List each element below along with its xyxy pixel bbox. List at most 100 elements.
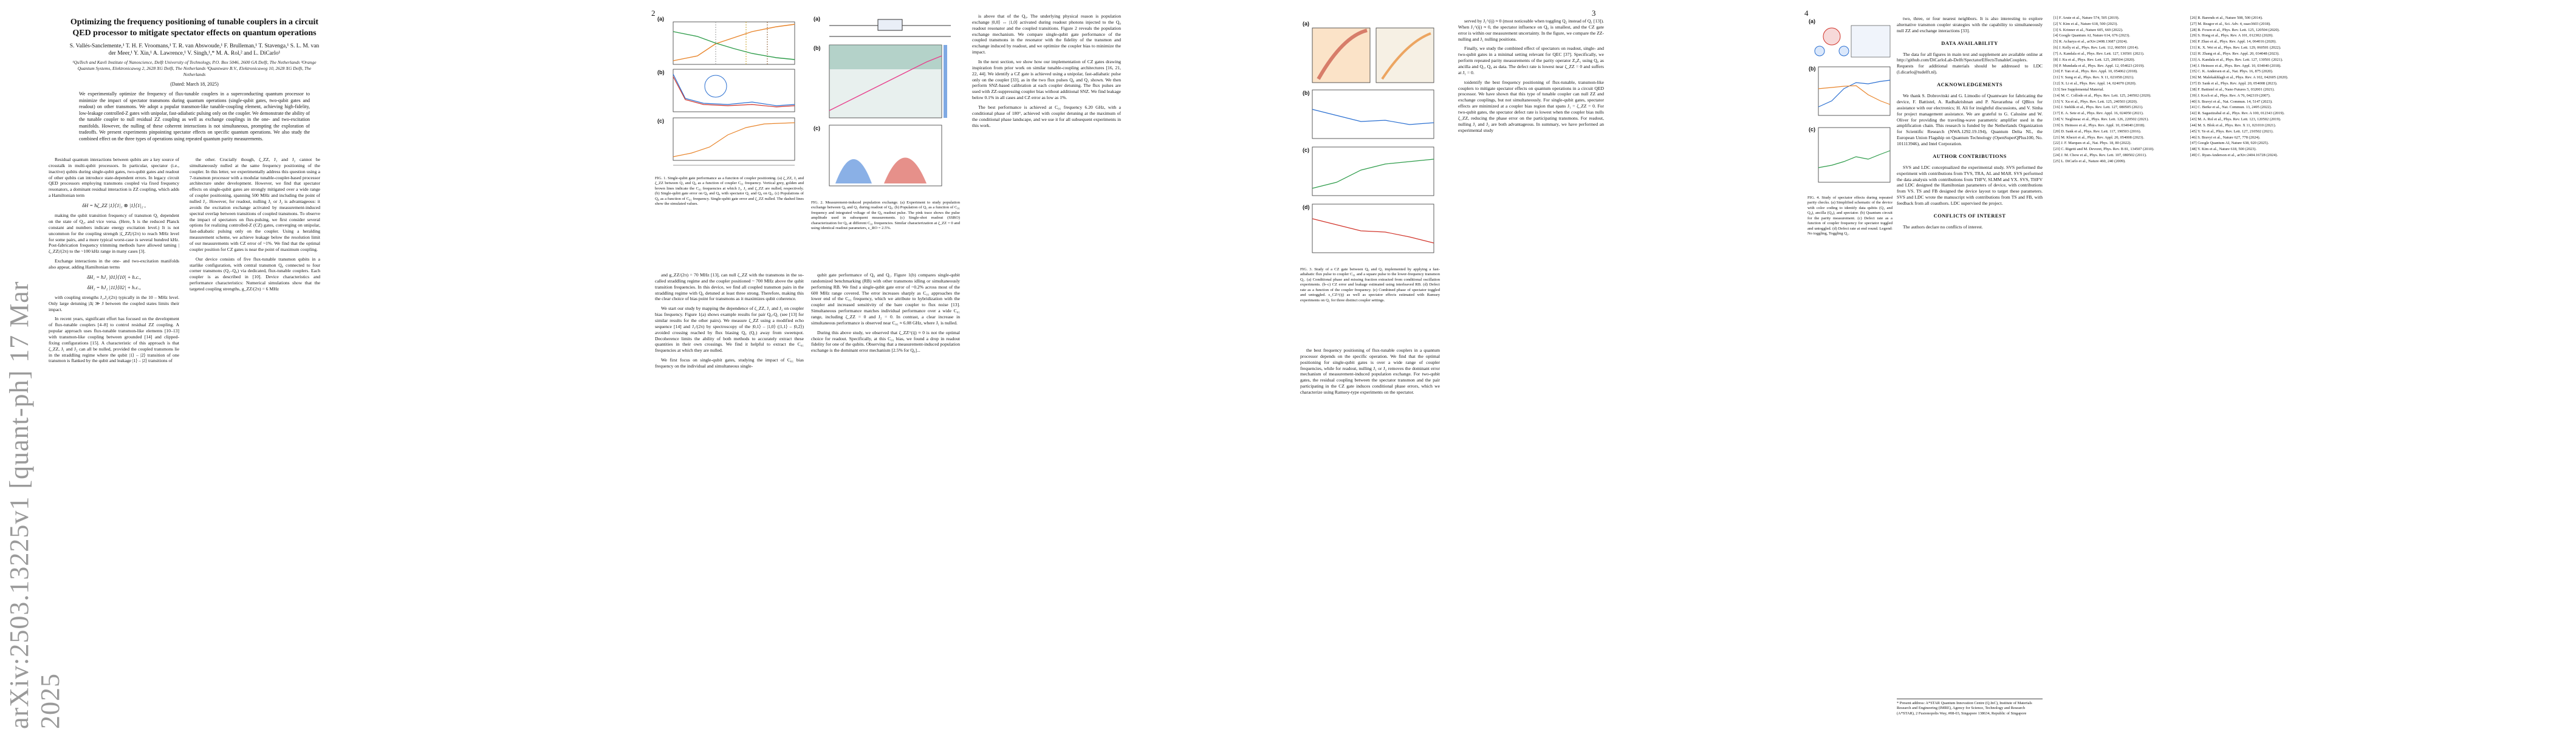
reference-entry[interactable]: [28] B. Foxen et al., Phys. Rev. Lett. 1… [2190,27,2280,32]
panel-a-label: (a) [1303,21,1309,27]
reference-entry[interactable]: [25] L. DiCarlo et al., Nature 460, 240 … [2054,159,2126,163]
reference-entry[interactable]: [41] C. Berke et al., Nat. Commun. 13, 2… [2190,105,2272,110]
reference-entry[interactable]: [23] C. Rigetti and M. Devoret, Phys. Re… [2054,147,2154,152]
intro-paragraph-1: Residual quantum interactions between qu… [49,157,179,199]
reference-entry[interactable]: [13] See Supplemental Material. [2054,87,2105,92]
figure-2-caption: FIG. 2. Measurement-induced population e… [811,200,960,231]
reference-entry[interactable]: [36] M. Malekakhlagh et al., Phys. Rev. … [2190,75,2289,80]
data-availability-text: The data for all figures in main text an… [1897,51,2043,75]
reference-entry[interactable]: [3] S. Krinner et al., Nature 605, 669 (… [2054,27,2123,32]
gate-error-curve [673,74,795,106]
reference-entry[interactable]: [31] K. X. Wei et al., Phys. Rev. Lett. … [2190,46,2281,50]
reference-entry[interactable]: [46] S. Bravyi et al., Nature 627, 778 (… [2190,135,2261,140]
intro-paragraph-5: In recent years, significant effort has … [49,316,179,364]
page-number: 2 [651,9,656,18]
reference-entry[interactable]: [14] M. C. Collodo et al., Phys. Rev. Le… [2054,93,2151,98]
reference-entry[interactable]: [47] Google Quantum AI, Nature 638, 920 … [2190,141,2269,146]
body-paragraph-7: In the next section, we show how our imp… [972,59,1121,101]
reference-entry[interactable]: [37] D. Sank et al., Phys. Rev. Appl. 20… [2190,81,2278,86]
body-paragraph-2: Our device consists of five flux-tunable… [190,256,320,292]
reference-entry[interactable]: [24] J. M. Chow et al., Phys. Rev. Lett.… [2054,153,2147,158]
reference-entry[interactable]: [18] V. Negîrneac et al., Phys. Rev. Let… [2054,117,2149,122]
j1-curve [673,31,795,60]
reference-entry[interactable]: [19] S. Heinsoo et al., Phys. Rev. Appl.… [2054,123,2145,128]
population-curve [673,122,795,157]
panel-c-label: (c) [657,118,664,124]
reference-entry[interactable]: [40] S. Bravyi et al., Nat. Commun. 14, … [2190,99,2273,104]
figure-4-caption: FIG. 4. Study of spectator effects durin… [1807,196,1893,236]
reference-entry[interactable]: [32] H. Zhang et al., Phys. Rev. Appl. 2… [2190,51,2280,56]
reference-entry[interactable]: [26] R. Barends et al., Nature 508, 500 … [2190,16,2263,20]
affiliations: ¹QuTech and Kavli Institute of Nanoscien… [72,60,317,77]
reference-entry[interactable]: [2] Y. Kim et al., Nature 618, 500 (2023… [2054,21,2118,26]
reference-entry[interactable]: [27] M. Reagor et al., Sci. Adv. 4, eaao… [2190,21,2271,26]
colorbar [944,45,947,118]
reference-entry[interactable]: [20] D. Sank et al., Phys. Rev. Lett. 11… [2054,129,2142,134]
reference-entry[interactable]: [29] S. Hong et al., Phys. Rev. A 101, 0… [2190,33,2273,38]
panel-b-axes [673,69,795,112]
readout-pulse-box [877,19,903,31]
end-round-defect-curve [1818,150,1891,168]
panel-c-axes [1312,146,1434,196]
dated-line: (Dated: March 18, 2025) [170,81,219,87]
panel-b-axes [1818,66,1891,116]
reference-entry[interactable]: [8] J. Ku et al., Phys. Rev. Lett. 125, … [2054,57,2136,62]
reference-entry[interactable]: [49] C. Ryan-Anderson et al., arXiv:2404… [2190,153,2278,158]
intro-paragraph-4: with coupling strengths J₁,J₂/(2π) typic… [49,294,179,312]
reference-entry[interactable]: [30] P. Zhao et al., Phys. Rev. Appl. 14… [2190,39,2276,44]
reference-entry[interactable]: [17] E. A. Sete et al., Phys. Rev. Appl.… [2054,111,2144,116]
equation-2: δH₁ = ħJ₁ |01⟩⟨10| + h.c., [87,273,141,280]
panel-a-label: (a) [1809,18,1815,24]
page2-column-left: and g_ZZ/(2π) = 70 MHz [13], can null ζ_… [655,272,804,722]
panel-d-label: (d) [1303,204,1310,210]
reference-entry[interactable]: [42] R. Sagastizabal et al., Phys. Rev. … [2190,111,2285,116]
body-paragraph-3: Finally, we study the combined effect of… [1458,46,1604,75]
reference-entry[interactable]: [48] Y. Kim et al., Nature 618, 500 (202… [2190,147,2257,152]
reference-entry[interactable]: [12] X. Li et al., Phys. Rev. Appl. 14, … [2054,81,2137,86]
panel-b-label: (b) [814,45,821,51]
page-number: 3 [1592,9,1596,18]
body-paragraph-1: the best frequency positioning of flux-t… [1300,347,1440,395]
reference-entry[interactable]: [44] M. S. Blok et al., Phys. Rev. X 11,… [2190,123,2276,128]
reference-entry[interactable]: [21] M. Khezri et al., Phys. Rev. Appl. … [2054,135,2145,140]
reference-entry[interactable]: [38] F. Battistel et al., Nano Futures 5… [2190,87,2275,92]
section-heading-data: DATA AVAILABILITY [1941,39,1998,46]
reference-entry[interactable]: [4] Google Quantum AI, Nature 614, 676 (… [2054,33,2131,38]
page1-column-right: the other. Crucially though, ζ_ZZ, J₁ an… [190,157,320,722]
page3-column-left: the best frequency positioning of flux-t… [1300,347,1440,718]
section-heading-ack: ACKNOWLEDGEMENTS [1936,81,2003,88]
reference-entry[interactable]: [10] F. Yan et al., Phys. Rev. Appl. 10,… [2054,69,2138,74]
reference-entry[interactable]: [6] J. Kelly et al., Phys. Rev. Lett. 11… [2054,46,2139,50]
author-contributions-text: SVS and LDC conceptualized the experimen… [1897,164,2043,207]
reference-entry[interactable]: [39] J. Koch et al., Phys. Rev. A 76, 04… [2190,93,2271,98]
panel-b-label: (b) [1809,66,1816,72]
equation-1: δH = ħζ_ZZ |1⟩⟨1|₁ ⊗ |1⟩⟨1|₂ , [82,202,146,209]
reference-entry[interactable]: [5] R. Acharya et al., arXiv:2408.13687 … [2054,39,2128,44]
defect-rate-no-toggle [1818,80,1891,108]
reference-entry[interactable]: [7] A. Kandala et al., Phys. Rev. Lett. … [2054,51,2145,56]
body-paragraph-1: and g_ZZ/(2π) = 70 MHz [13], can null ζ_… [655,272,804,302]
reference-entry[interactable]: [33] A. Kandala et al., Phys. Rev. Lett.… [2190,57,2283,62]
reference-entry[interactable]: [35] C. K. Andersen et al., Nat. Phys. 1… [2190,69,2273,74]
reference-entry[interactable]: [22] J. F. Marques et al., Nat. Phys. 18… [2054,141,2131,146]
reference-entry[interactable]: [34] J. Heinsoo et al., Phys. Rev. Appl.… [2190,63,2281,68]
body-paragraph-8: The best performance is achieved at C₀₁ … [972,104,1121,128]
figure-3: (a) (b) (c) (d) [1300,18,1440,261]
references-column-2: [26] R. Barends et al., Nature 508, 500 … [2190,16,2318,720]
device-ancilla-node [1823,27,1841,46]
reference-entry[interactable]: [9] P. Mundada et al., Phys. Rev. Appl. … [2054,63,2145,68]
section-heading-coi: CONFLICTS OF INTEREST [1933,212,2006,219]
leakage-curve [1312,159,1434,189]
reference-entry[interactable]: [11] Y. Sung et al., Phys. Rev. X 11, 02… [2054,75,2134,80]
reference-entry[interactable]: [16] J. Stehlik et al., Phys. Rev. Lett.… [2054,105,2143,110]
reference-entry[interactable]: [15] Y. Xu et al., Phys. Rev. Lett. 125,… [2054,99,2138,104]
reference-entry[interactable]: [1] F. Arute et al., Nature 574, 505 (20… [2054,16,2120,20]
panel-b-label: (b) [657,69,665,75]
author-list: S. Vallés-Sanclemente,¹ T. H. F. Vrooman… [69,43,320,57]
page-3: 3 (a) (b) (c) (d) FIG. 3. Study of a CZ … [1288,0,1932,729]
reference-entry[interactable]: [43] M. A. Rol et al., Phys. Rev. Lett. … [2190,117,2281,122]
reference-entry[interactable]: [45] Y. Ye et al., Phys. Rev. Lett. 127,… [2190,129,2274,134]
page2-column-third: is above that of the Q₀. The underlying … [972,13,1121,718]
pulse-amplitude-trace [829,55,942,111]
body-paragraph-3: We first focus on single-qubit gates, st… [655,357,804,369]
